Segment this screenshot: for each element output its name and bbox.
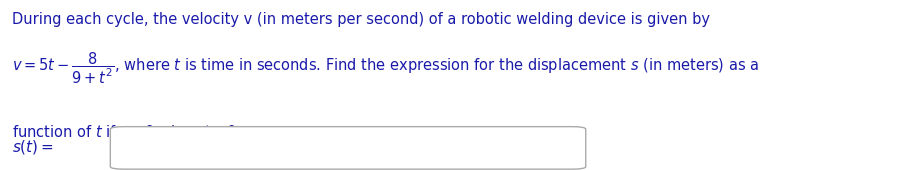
Text: During each cycle, the velocity v (in meters per second) of a robotic welding de: During each cycle, the velocity v (in me…: [12, 12, 710, 27]
Text: $v = 5t - \dfrac{8}{9+t^2}$, where $t$ is time in seconds. Find the expression f: $v = 5t - \dfrac{8}{9+t^2}$, where $t$ i…: [12, 50, 759, 86]
FancyBboxPatch shape: [110, 127, 586, 169]
Text: $s(t) =$: $s(t) =$: [12, 138, 54, 156]
Text: function of $t$ if $s = 0$ when $t = 0.$: function of $t$ if $s = 0$ when $t = 0.$: [12, 124, 240, 140]
